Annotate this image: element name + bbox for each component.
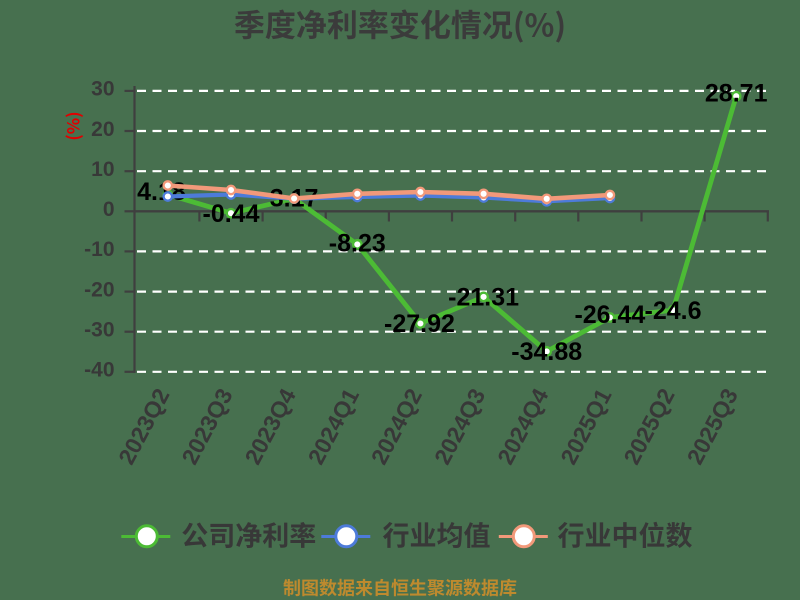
svg-text:-34.88: -34.88	[511, 338, 582, 366]
svg-text:-40: -40	[84, 359, 114, 382]
svg-text:10: 10	[91, 158, 114, 181]
svg-text:行业均值: 行业均值	[383, 515, 491, 554]
svg-text:0: 0	[103, 198, 115, 221]
svg-text:-30: -30	[84, 319, 114, 342]
svg-text:28.71: 28.71	[705, 80, 768, 108]
svg-text:-21.31: -21.31	[448, 284, 519, 312]
svg-text:行业中位数: 行业中位数	[558, 515, 693, 554]
svg-text:(%): (%)	[59, 111, 84, 140]
svg-text:-0.44: -0.44	[203, 200, 260, 228]
svg-text:-27.92: -27.92	[384, 310, 455, 338]
svg-text:制图数据来自恒生聚源数据库: 制图数据来自恒生聚源数据库	[283, 575, 517, 600]
svg-text:4.18: 4.18	[137, 178, 186, 206]
svg-text:-8.23: -8.23	[329, 230, 386, 258]
svg-text:30: 30	[91, 78, 114, 101]
svg-text:20: 20	[91, 118, 114, 141]
svg-text:-26.44: -26.44	[574, 301, 645, 329]
svg-text:-20: -20	[84, 278, 114, 301]
svg-text:-24.6: -24.6	[645, 297, 702, 325]
svg-text:公司净利率: 公司净利率	[181, 515, 316, 554]
svg-text:-10: -10	[84, 238, 114, 261]
svg-text:季度净利率变化情况(%): 季度净利率变化情况(%)	[234, 1, 566, 46]
